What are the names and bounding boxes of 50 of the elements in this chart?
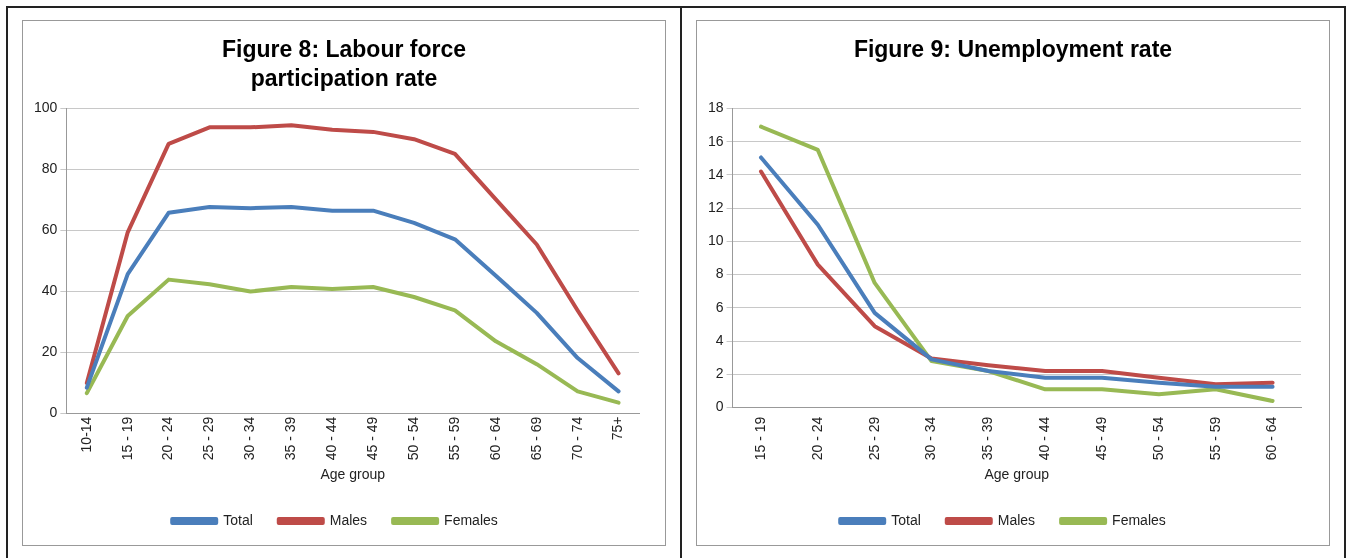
x-tick-label: 30 - 34 [922,416,939,461]
legend-label: Total [891,511,921,528]
y-tick-label: 40 [41,282,58,299]
chart-title: Figure 9: Unemployment rate [852,35,1174,64]
x-tick-label: 10-14 [77,416,94,453]
x-tick-label: 35 - 39 [979,416,996,461]
legend-label: Males [329,511,368,528]
y-tick-label: 60 [41,221,58,238]
y-tick-label: 10 [707,232,724,249]
x-tick-label: 15 - 19 [751,416,768,461]
y-tick-label: 80 [41,160,58,177]
x-tick-label: 75+ [609,416,626,441]
legend-label: Females [444,511,498,528]
x-tick-label: 25 - 29 [865,416,882,461]
x-tick-label: 20 - 24 [159,416,176,461]
chart-title: Figure 8: Labour force participation rate [220,35,468,93]
x-tick-label: 40 - 44 [323,416,340,461]
y-tick-label: 4 [715,331,724,348]
y-tick-label: 18 [707,99,724,116]
x-tick-label: 30 - 34 [241,416,258,461]
y-tick-label: 6 [715,298,724,315]
y-tick-label: 100 [34,99,58,116]
legend-label: Total [223,511,253,528]
y-tick-label: 16 [707,132,724,149]
x-tick-label: 20 - 24 [808,416,825,461]
x-tick-label: 70 - 74 [568,416,585,461]
x-tick-label: 50 - 54 [404,416,421,461]
y-tick-label: 20 [41,343,58,360]
x-tick-label: 50 - 54 [1149,416,1166,461]
y-tick-label: 0 [49,404,58,421]
y-tick-label: 14 [707,165,724,182]
y-tick-label: 2 [715,365,724,382]
x-tick-label: 15 - 19 [118,416,135,461]
x-tick-label: 55 - 59 [445,416,462,461]
x-axis-title: Age group [984,466,1050,483]
x-tick-label: 60 - 64 [1263,416,1280,461]
y-tick-label: 8 [715,265,724,282]
x-tick-label: 55 - 59 [1206,416,1223,461]
x-axis-title: Age group [320,466,386,483]
y-tick-label: 12 [707,199,724,215]
x-tick-label: 45 - 49 [1092,416,1109,461]
x-tick-label: 25 - 29 [200,416,217,461]
x-tick-label: 45 - 49 [363,416,380,461]
x-tick-label: 65 - 69 [527,416,544,461]
x-tick-label: 40 - 44 [1036,416,1053,461]
x-tick-label: 35 - 39 [282,416,299,461]
legend-label: Males [997,511,1036,528]
y-tick-label: 0 [715,398,724,415]
legend-label: Females [1112,511,1166,528]
x-tick-label: 60 - 64 [486,416,503,461]
